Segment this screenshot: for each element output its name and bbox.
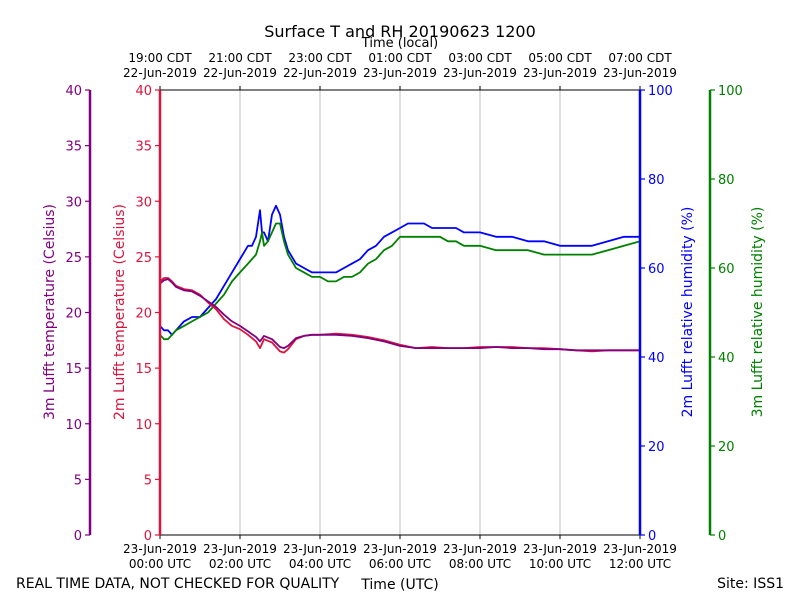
temp-3m-axis: 0 5 10 15 20 25 30 35 40 (65, 84, 92, 544)
temp-3m-axis-label: 3m Lufft temperature (Celsius) (42, 204, 58, 420)
quality-disclaimer: REAL TIME DATA, NOT CHECKED FOR QUALITY (16, 576, 340, 592)
series-layer (159, 204, 641, 354)
top-tick-date: 22-Jun-2019 (123, 66, 197, 80)
top-tick-date: 23-Jun-2019 (523, 66, 597, 80)
axis-tick-label: 0 (718, 529, 726, 544)
axis-tick-label: 10 (65, 418, 82, 433)
axis-tick-label: 20 (65, 307, 82, 322)
series-3m-lufft-relative-humidity (159, 222, 641, 341)
axis-tick-label: 5 (144, 473, 152, 488)
axis-tick-label: 35 (135, 140, 152, 155)
top-tick-date: 23-Jun-2019 (363, 66, 437, 80)
axis-tick-label: 25 (65, 251, 82, 266)
axis-tick-label: 20 (648, 440, 665, 455)
axis-tick-label: 5 (74, 473, 82, 488)
top-tick-date: 22-Jun-2019 (283, 66, 357, 80)
axis-tick-label: 20 (135, 307, 152, 322)
temp-2m-axis-label: 2m Lufft temperature (Celsius) (112, 204, 128, 420)
top-tick-label: 21:00 CDT (208, 51, 272, 65)
axis-tick-label: 0 (74, 529, 82, 544)
axis-tick-label: 0 (144, 529, 152, 544)
axis-tick-label: 30 (65, 195, 82, 210)
rh-2m-axis: 0 20 40 60 80 100 (638, 84, 673, 544)
top-tick-label: 05:00 CDT (528, 51, 592, 65)
axis-tick-label: 60 (648, 262, 665, 277)
bottom-tick-date: 23-Jun-2019 (203, 542, 277, 556)
temp-2m-axis: 0 5 10 15 20 25 30 35 40 (135, 84, 162, 544)
bottom-tick-label: 08:00 UTC (449, 557, 511, 571)
chart-title: Surface T and RH 20190623 1200 (264, 22, 536, 41)
axis-tick-label: 100 (648, 84, 673, 99)
bottom-tick-date: 23-Jun-2019 (443, 542, 517, 556)
top-tick-date: 22-Jun-2019 (203, 66, 277, 80)
bottom-tick-label: 10:00 UTC (529, 557, 591, 571)
bottom-tick-label: 00:00 UTC (129, 557, 191, 571)
axis-tick-label: 30 (135, 195, 152, 210)
axis-tick-label: 40 (65, 84, 82, 99)
bottom-tick-label: 02:00 UTC (209, 557, 271, 571)
axis-tick-label: 20 (718, 440, 735, 455)
bottom-axis-title: Time (UTC) (360, 577, 438, 593)
top-axis-title: Time (local) (361, 36, 438, 51)
rh-2m-axis-label: 2m Lufft relative humidity (%) (680, 207, 696, 418)
axis-tick-label: 40 (718, 351, 735, 366)
top-tick-label: 23:00 CDT (288, 51, 352, 65)
top-tick-label: 19:00 CDT (128, 51, 192, 65)
bottom-tick-date: 23-Jun-2019 (123, 542, 197, 556)
axis-tick-label: 15 (135, 362, 152, 377)
top-tick-date: 23-Jun-2019 (603, 66, 677, 80)
top-tick-date: 23-Jun-2019 (443, 66, 517, 80)
axis-tick-label: 0 (648, 529, 656, 544)
top-tick-label: 07:00 CDT (608, 51, 672, 65)
axis-tick-label: 60 (718, 262, 735, 277)
bottom-tick-label: 06:00 UTC (369, 557, 431, 571)
site-label: Site: ISS1 (717, 576, 784, 592)
axis-tick-label: 100 (718, 84, 743, 99)
bottom-tick-date: 23-Jun-2019 (363, 542, 437, 556)
bottom-tick-label: 04:00 UTC (289, 557, 351, 571)
axis-tick-label: 40 (648, 351, 665, 366)
axis-tick-label: 40 (135, 84, 152, 99)
top-tick-label: 01:00 CDT (368, 51, 432, 65)
axis-tick-label: 10 (135, 418, 152, 433)
top-tick-label: 03:00 CDT (448, 51, 512, 65)
axis-tick-label: 80 (648, 173, 665, 188)
bottom-tick-date: 23-Jun-2019 (603, 542, 677, 556)
bottom-tick-date: 23-Jun-2019 (523, 542, 597, 556)
axis-tick-label: 15 (65, 362, 82, 377)
gridlines (239, 90, 561, 535)
axis-tick-label: 25 (135, 251, 152, 266)
axis-tick-label: 80 (718, 173, 735, 188)
rh-3m-axis-label: 3m Lufft relative humidity (%) (750, 207, 766, 418)
rh-3m-axis: 0 20 40 60 80 100 (708, 84, 743, 544)
series-3m-lufft-temperature (159, 278, 640, 352)
bottom-tick-label: 12:00 UTC (609, 557, 671, 571)
bottom-tick-date: 23-Jun-2019 (283, 542, 357, 556)
series-2m-lufft-relative-humidity (159, 204, 640, 336)
axis-tick-label: 35 (65, 140, 82, 155)
